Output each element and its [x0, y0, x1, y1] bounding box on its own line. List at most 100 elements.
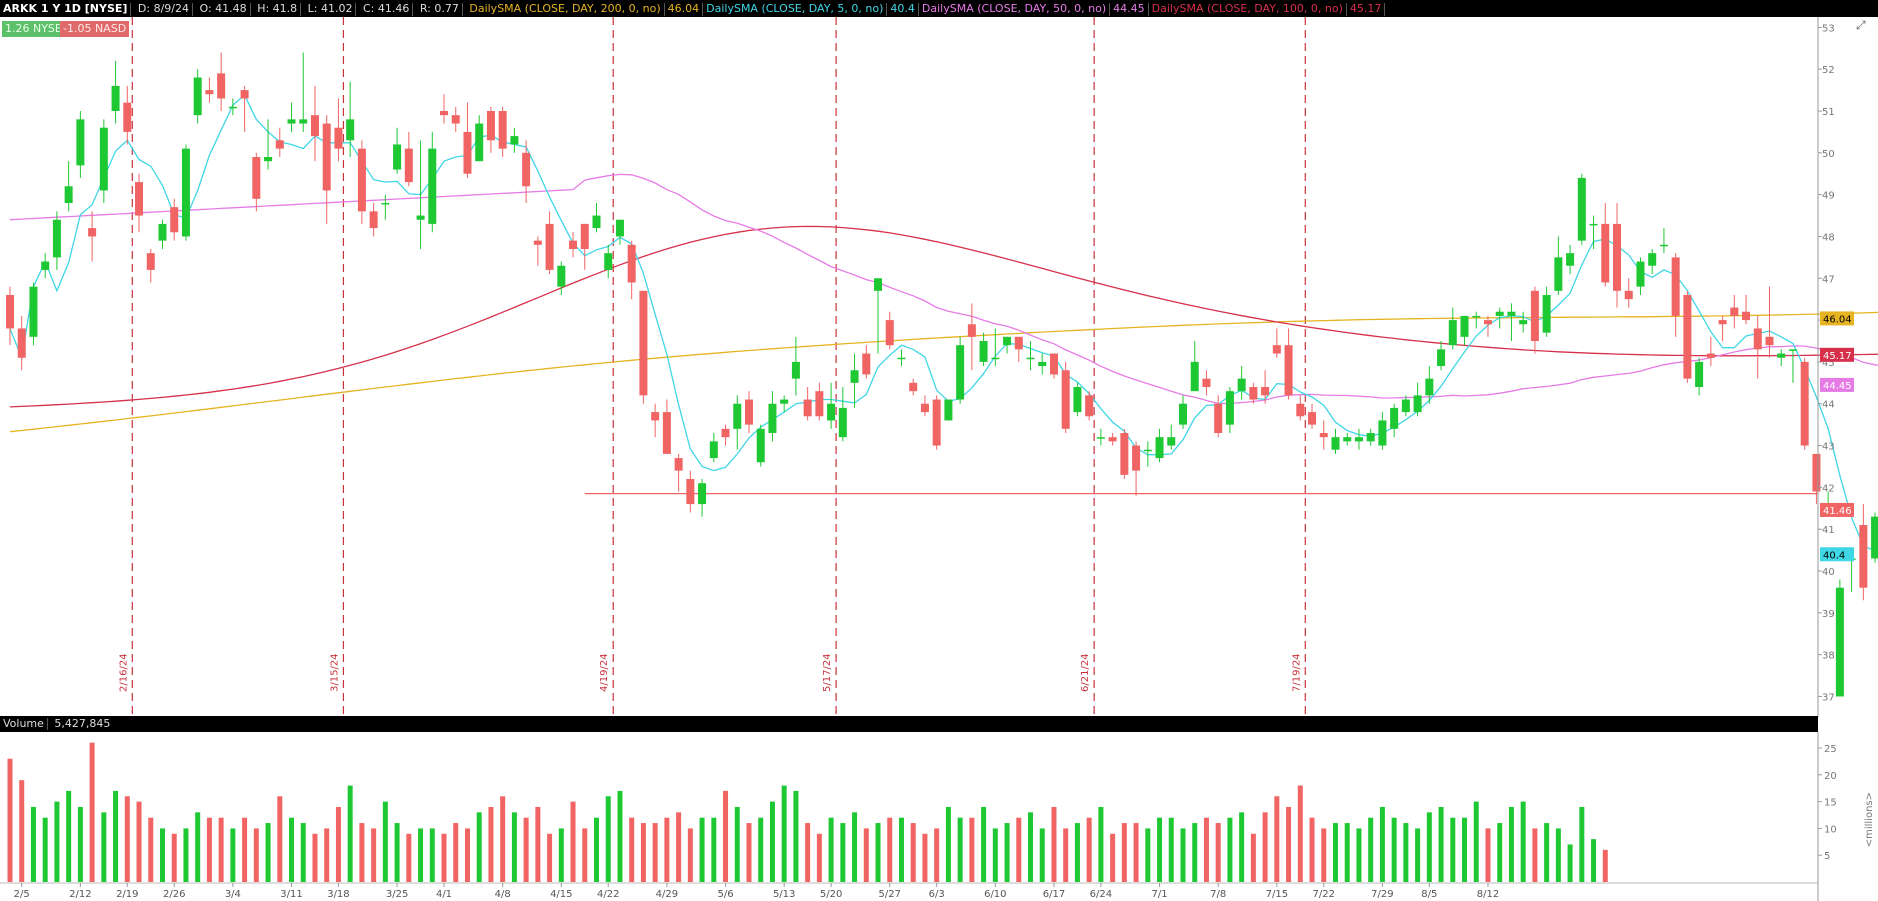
volume-bar — [558, 828, 564, 882]
candle-body — [475, 123, 484, 162]
candle-body — [1214, 403, 1223, 433]
candle-body — [827, 403, 836, 421]
volume-bar — [969, 817, 975, 882]
volume-bar — [863, 828, 869, 882]
candle-body — [1249, 387, 1258, 400]
price-tag — [1820, 311, 1854, 326]
volume-bar — [957, 817, 963, 882]
candle-body — [416, 215, 425, 220]
study-label[interactable]: DailySMA (CLOSE, DAY, 50, 0, no) — [921, 2, 1107, 15]
price-tick-label: 47 — [1822, 274, 1835, 285]
candle-body — [1460, 315, 1469, 337]
volume-bar — [382, 801, 388, 882]
candle-body — [29, 286, 38, 337]
volume-bar — [1508, 806, 1514, 882]
volume-bar — [1403, 823, 1409, 882]
volume-bar — [1016, 817, 1022, 882]
candle-body — [1519, 320, 1528, 325]
volume-bar — [242, 817, 248, 882]
volume-bar — [113, 790, 119, 882]
volume-bar — [605, 796, 611, 882]
candle-body — [533, 240, 542, 245]
symbol-label[interactable]: ARKK 1 Y 1D [NYSE] — [3, 2, 128, 15]
candle-body — [88, 228, 97, 237]
candle-body — [1507, 311, 1516, 316]
event-marker-label: 4/19/24 — [599, 653, 610, 692]
x-tick-label: 7/15 — [1266, 889, 1288, 900]
candle-body — [1765, 336, 1774, 346]
volume-bar — [1450, 817, 1456, 882]
volume-bar — [769, 801, 775, 882]
candle-body — [41, 261, 50, 270]
volume-bar — [148, 817, 154, 882]
candle-body — [1143, 449, 1152, 452]
volume-bar — [1157, 817, 1163, 882]
volume-bar — [1462, 817, 1468, 882]
candle-body — [217, 73, 226, 99]
candle-body — [146, 253, 155, 270]
study-label[interactable]: DailySMA (CLOSE, DAY, 5, 0, no) — [706, 2, 884, 15]
volume-bar — [582, 828, 588, 882]
candle-body — [874, 278, 883, 291]
price-tick-label: 48 — [1822, 232, 1835, 243]
price-tick-label: 39 — [1822, 609, 1835, 620]
volume-bar — [640, 823, 646, 882]
volume-bar — [1497, 823, 1503, 882]
volume-bar — [1145, 828, 1151, 882]
candle-body — [1800, 361, 1809, 446]
candle-body — [1038, 361, 1047, 367]
x-tick-label: 2/5 — [14, 889, 30, 900]
candle-body — [299, 119, 308, 124]
candle-body — [1554, 257, 1563, 291]
volume-bar — [793, 790, 799, 882]
x-tick-label: 2/12 — [69, 889, 91, 900]
candle-body — [1073, 387, 1082, 413]
study-label[interactable]: DailySMA (CLOSE, DAY, 100, 0, no) — [1151, 2, 1343, 15]
price-chart[interactable]: 2/16/24 3/15/24 4/19/24 5/17/24 6/21/24 7/19/… — [0, 17, 1878, 717]
candle-body — [967, 324, 976, 337]
volume-bar — [805, 823, 811, 882]
volume-bar — [124, 796, 130, 882]
candle-body — [369, 211, 378, 229]
candle-body — [1049, 353, 1058, 375]
volume-bar — [359, 823, 365, 882]
chart-header: ARKK 1 Y 1D [NYSE] D: 8/9/24 O: 41.48 H:… — [0, 0, 1878, 17]
price-tag-label: 40.4 — [1823, 550, 1845, 561]
event-marker-label: 6/21/24 — [1080, 653, 1091, 692]
study-label[interactable]: DailySMA (CLOSE, DAY, 200, 0, no) — [469, 2, 661, 15]
x-tick-label: 8/12 — [1477, 889, 1499, 900]
volume-bar — [734, 806, 740, 882]
candle-body — [1085, 395, 1094, 417]
candle-body — [639, 290, 648, 396]
study-legend: DailySMA (CLOSE, DAY, 200, 0, no) 46.04 Da… — [466, 0, 1386, 17]
candle-body — [240, 90, 249, 99]
candle-body — [545, 223, 554, 270]
volume-bar — [535, 806, 541, 882]
volume-bar — [429, 828, 435, 882]
candle-body — [1296, 403, 1305, 417]
volume-bar — [1274, 796, 1280, 882]
volume-chart[interactable]: 5 10 15 20 25 <millions> 2/5 2/12 2/19 2/26 3/4 3/1… — [0, 732, 1878, 901]
price-tag-label: 46.04 — [1823, 314, 1852, 325]
candle-body — [158, 223, 167, 241]
volume-tick-label: 15 — [1824, 798, 1837, 809]
candle-body — [1530, 290, 1539, 341]
volume-bar — [1309, 817, 1315, 882]
volume-bar — [289, 817, 295, 882]
volume-bar — [840, 823, 846, 882]
price-tick-label: 43 — [1822, 442, 1835, 453]
candle-body — [205, 90, 214, 95]
volume-bar — [594, 817, 599, 882]
volume-bar — [992, 828, 998, 882]
candle-body — [99, 127, 108, 191]
volume-bar — [347, 785, 353, 882]
candle-body — [1613, 223, 1622, 291]
candle-body — [756, 428, 765, 463]
candle-body — [979, 341, 988, 362]
price-tag — [1820, 347, 1854, 362]
candle-body — [932, 399, 941, 446]
volume-bar — [1602, 849, 1608, 882]
candle-body — [111, 85, 120, 111]
candle-body — [1343, 437, 1352, 442]
price-tick-label: 40 — [1822, 567, 1835, 578]
